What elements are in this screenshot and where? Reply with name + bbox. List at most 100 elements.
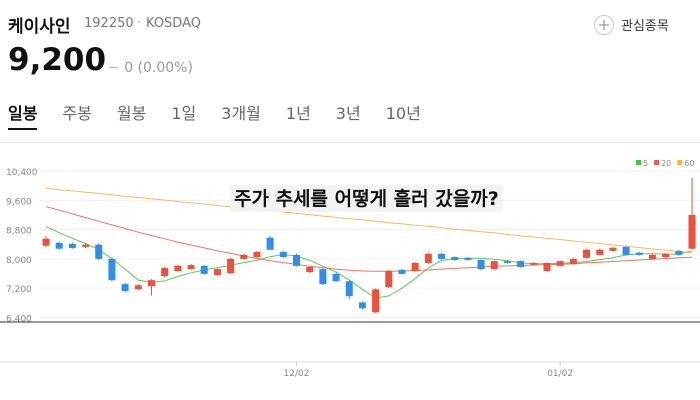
y-tick-label: 6,400: [6, 314, 32, 324]
candle-body: [292, 254, 300, 266]
candle: [266, 236, 274, 251]
watch-icon[interactable]: [594, 15, 614, 35]
candle: [648, 254, 656, 260]
candle: [411, 261, 419, 272]
candle-body: [464, 257, 472, 260]
candle: [319, 268, 327, 285]
candle: [372, 288, 380, 314]
legend: 5 20 60: [636, 159, 694, 168]
candle-body: [82, 244, 90, 247]
candle-body: [345, 281, 353, 297]
candle-body: [306, 266, 314, 273]
candle-body: [635, 252, 643, 255]
candle: [240, 253, 248, 260]
period-tab[interactable]: 1일: [171, 104, 197, 123]
candle: [596, 248, 604, 256]
period-tab[interactable]: 주봉: [62, 104, 92, 123]
candle-body: [503, 261, 511, 263]
candle-body: [174, 265, 182, 271]
change-text: 0 (0.00%): [124, 60, 193, 76]
candle: [55, 241, 63, 250]
candle-body: [372, 289, 380, 313]
candle: [306, 266, 314, 273]
y-tick-label: 7,200: [6, 285, 32, 295]
period-tab[interactable]: 3년: [335, 104, 361, 123]
candle: [662, 253, 670, 258]
candle: [675, 250, 683, 256]
candle: [477, 259, 485, 270]
candle-body: [279, 251, 287, 258]
candle-body: [556, 261, 564, 266]
candle-body: [648, 254, 656, 259]
candle-body: [213, 269, 221, 275]
candle: [253, 250, 261, 258]
candle-body: [675, 250, 683, 255]
candle: [398, 268, 406, 275]
caption-background: [230, 185, 503, 212]
candle: [635, 251, 643, 256]
candle: [503, 260, 511, 264]
candle-body: [477, 260, 485, 270]
candle-body: [411, 262, 419, 271]
period-tab[interactable]: 1년: [285, 104, 311, 123]
candle-body: [688, 215, 696, 249]
candle: [187, 264, 195, 270]
candle: [292, 253, 300, 267]
candle: [622, 246, 630, 256]
candle: [438, 253, 446, 260]
candle: [569, 257, 577, 265]
y-tick-label: 8,800: [6, 227, 32, 237]
candle-body: [108, 258, 116, 281]
y-tick-label: 9,600: [6, 197, 32, 207]
candle: [345, 280, 353, 300]
candle-body: [490, 261, 498, 270]
candle-body: [438, 253, 446, 259]
period-tab[interactable]: 일봉: [8, 100, 38, 130]
candle: [42, 236, 50, 247]
market: KOSDAQ: [146, 16, 201, 31]
candle: [121, 282, 129, 293]
legend-label: 60: [684, 159, 694, 168]
candle: [385, 269, 393, 289]
period-tab[interactable]: 월봉: [116, 104, 147, 123]
candle-body: [662, 253, 670, 258]
candle-body: [227, 258, 235, 274]
candle: [147, 279, 155, 296]
candle: [108, 257, 116, 282]
candle-body: [530, 262, 538, 265]
candle-body: [161, 268, 169, 277]
candle: [556, 260, 564, 267]
period-tab[interactable]: 3개월: [221, 104, 261, 123]
candle-body: [332, 273, 340, 282]
candle: [332, 272, 340, 282]
period-tab[interactable]: 10년: [385, 104, 421, 123]
candle: [161, 266, 169, 278]
candle: [95, 243, 103, 260]
watch-button[interactable]: 관심종목: [621, 19, 669, 34]
candle-body: [451, 257, 459, 260]
legend-swatch: [677, 160, 683, 165]
candle-body: [121, 284, 129, 292]
candle: [424, 252, 432, 264]
stock-name: 케이사인: [8, 17, 71, 37]
candle: [543, 262, 551, 273]
candle: [68, 242, 76, 249]
period-tabs: 일봉 주봉 월봉 1일 3개월 1년 3년 10년: [0, 100, 438, 130]
candle-body: [253, 251, 261, 258]
candle: [227, 257, 235, 274]
candle: [517, 260, 525, 268]
candle: [530, 262, 538, 266]
candle-body: [517, 261, 525, 267]
candle: [358, 301, 366, 310]
candle-body: [187, 265, 195, 270]
candle-body: [569, 258, 577, 265]
candle-body: [596, 249, 604, 255]
candle: [174, 264, 182, 273]
candle: [464, 257, 472, 261]
candle-body: [55, 242, 63, 249]
x-tick-label: 12/02: [284, 369, 310, 379]
y-tick-label: 10,400: [6, 168, 38, 178]
candle-body: [609, 247, 617, 251]
candle: [688, 178, 696, 250]
